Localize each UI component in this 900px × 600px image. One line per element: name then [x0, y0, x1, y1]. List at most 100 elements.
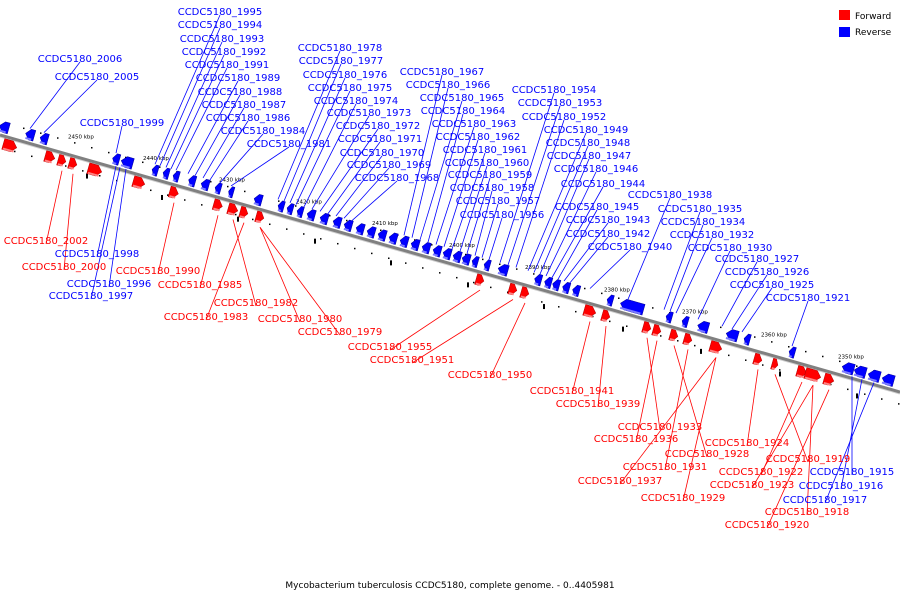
minor-tick [295, 205, 297, 207]
gene-label: CCDC5180_1956 [460, 210, 545, 221]
kbp-tick-label: 2450 kbp [68, 134, 94, 140]
minor-tick [422, 267, 424, 269]
minor-tick [822, 355, 824, 358]
gene-label: CCDC5180_1941 [530, 386, 615, 397]
minor-tick [227, 185, 229, 188]
gene-label: CCDC5180_1982 [214, 298, 299, 309]
legend-reverse-swatch [839, 27, 850, 37]
reverse-gene-arrow [0, 121, 11, 135]
forward-gene-arrow [507, 282, 518, 296]
label-leader [335, 155, 383, 217]
gene-label: CCDC5180_1967 [400, 67, 485, 78]
label-leader [569, 236, 609, 284]
label-leader [327, 141, 381, 214]
minor-tick [31, 155, 33, 158]
gene-label: CCDC5180_1929 [641, 493, 726, 504]
label-leader [551, 186, 604, 278]
major-tick-mark [314, 238, 316, 244]
gene-label: CCDC5180_1917 [783, 495, 868, 506]
gene-label: CCDC5180_1951 [370, 355, 455, 366]
label-leader [589, 249, 631, 289]
gene-label: CCDC5180_1970 [340, 148, 425, 159]
gene-label: CCDC5180_1971 [338, 134, 423, 145]
major-tick-mark [700, 348, 702, 354]
label-leader [411, 87, 449, 238]
major-tick-mark [237, 216, 239, 222]
reverse-gene-arrow [410, 238, 421, 252]
minor-tick [388, 257, 390, 260]
genome-caption: Mycobacterium tuberculosis CCDC5180, com… [285, 581, 614, 591]
backbone-line [0, 133, 900, 394]
reverse-gene-arrow [681, 316, 690, 329]
label-leader [669, 224, 704, 312]
gene-label: CCDC5180_1997 [49, 291, 134, 302]
minor-tick [74, 142, 76, 144]
label-leader [154, 14, 221, 165]
reverse-gene-arrow [442, 248, 453, 261]
label-leader [205, 222, 245, 321]
gene-label: CCDC5180_1947 [547, 151, 632, 162]
label-leader [635, 340, 658, 443]
gene-label: CCDC5180_1926 [725, 267, 810, 278]
reverse-gene-arrow [39, 133, 50, 146]
forward-gene-arrow [651, 323, 662, 337]
reverse-gene-arrow [228, 186, 236, 199]
label-leader [459, 165, 488, 252]
label-leader [389, 289, 481, 351]
gene-label: CCDC5180_1987 [202, 100, 287, 111]
reverse-gene-arrow [881, 373, 896, 387]
gene-label: CCDC5180_1948 [546, 138, 631, 149]
gene-label: CCDC5180_1976 [303, 70, 388, 81]
gene-label: CCDC5180_1968 [355, 173, 440, 184]
label-leader [760, 381, 803, 476]
label-leader [619, 357, 717, 485]
gene-label: CCDC5180_1963 [432, 119, 517, 130]
minor-tick [609, 320, 611, 323]
reverse-gene-arrow [552, 279, 562, 292]
label-leader [311, 115, 370, 210]
minor-tick [728, 354, 730, 357]
minor-tick [405, 262, 407, 264]
minor-tick [456, 276, 458, 279]
gene-label: CCDC5180_1945 [555, 202, 640, 213]
gene-label: CCDC5180_1979 [298, 327, 383, 338]
label-leader [343, 167, 390, 219]
gene-label: CCDC5180_1974 [314, 96, 399, 107]
legend-reverse-label: Reverse [855, 28, 892, 38]
gene-label: CCDC5180_1922 [719, 467, 804, 478]
minor-tick [745, 359, 747, 361]
gene-label: CCDC5180_1981 [247, 139, 332, 150]
reverse-gene-arrow [277, 200, 286, 213]
label-leader [403, 74, 443, 236]
minor-tick [694, 344, 696, 347]
reverse-gene-arrow [544, 276, 554, 290]
reverse-gene-arrow [162, 167, 171, 180]
gene-label: CCDC5180_1962 [436, 132, 521, 143]
minor-tick [490, 286, 492, 289]
minor-tick [286, 228, 288, 230]
reverse-gene-arrow [788, 346, 797, 359]
forward-gene-arrow [752, 352, 763, 366]
minor-tick [252, 218, 254, 221]
minor-tick [533, 273, 535, 275]
minor-tick [159, 166, 161, 168]
minor-tick [346, 219, 348, 222]
minor-tick [91, 146, 93, 149]
minor-tick [320, 238, 322, 240]
minor-tick [499, 263, 501, 265]
label-leader [474, 190, 493, 256]
label-leader [673, 345, 708, 458]
gene-label: CCDC5180_1960 [445, 158, 530, 169]
label-leader [43, 79, 98, 133]
forward-gene-arrow [582, 304, 597, 318]
gene-label: CCDC5180_1991 [185, 60, 270, 71]
gene-label: CCDC5180_1915 [810, 467, 895, 478]
minor-tick [507, 291, 509, 293]
reverse-gene-arrow [853, 365, 868, 379]
major-tick-mark [543, 304, 545, 310]
label-leader [303, 103, 357, 207]
label-leader [96, 166, 117, 258]
minor-tick [847, 388, 849, 391]
minor-tick [431, 244, 433, 246]
